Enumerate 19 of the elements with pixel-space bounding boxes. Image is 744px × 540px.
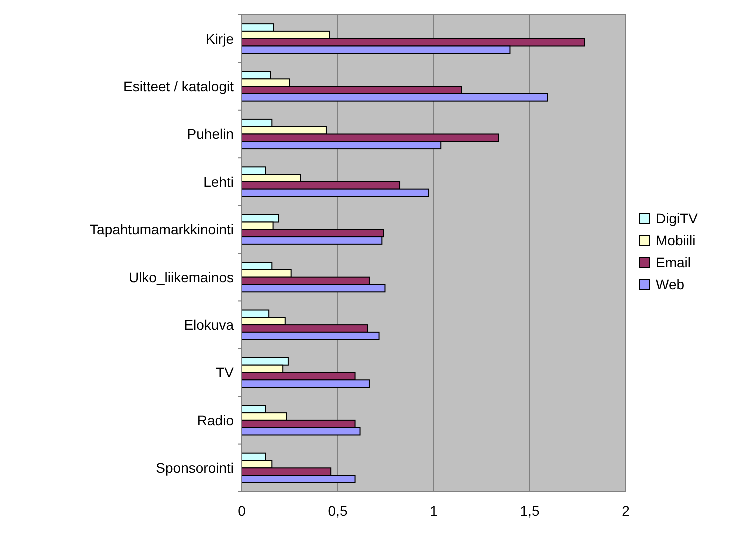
legend-label: Email bbox=[656, 254, 692, 270]
y-tick-label: Puhelin bbox=[187, 126, 234, 142]
x-tick-label: 2 bbox=[622, 503, 630, 519]
y-tick-label: Tapahtumamarkkinointi bbox=[90, 222, 234, 238]
y-tick-label: Kirje bbox=[206, 30, 234, 47]
legend-label: Mobiili bbox=[656, 232, 696, 248]
y-tick-label: Esitteet / katalogit bbox=[123, 78, 234, 94]
x-tick-label: 0,5 bbox=[328, 503, 348, 519]
x-tick-label: 1,5 bbox=[520, 503, 540, 519]
y-tick-label: Elokuva bbox=[184, 316, 234, 333]
y-tick-label: Ulko_liikemainos bbox=[128, 269, 234, 286]
y-tick-label: Radio bbox=[197, 412, 234, 428]
x-tick-label: 1 bbox=[430, 503, 438, 519]
legend-label: Web bbox=[656, 276, 685, 292]
y-tick-label: TV bbox=[216, 364, 235, 381]
y-tick-label: Lehti bbox=[204, 174, 234, 190]
legend-label: DigiTV bbox=[656, 210, 699, 226]
x-tick-label: 0 bbox=[238, 503, 246, 519]
y-tick-label: Sponsorointi bbox=[156, 460, 234, 476]
